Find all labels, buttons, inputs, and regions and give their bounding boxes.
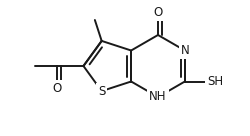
Text: O: O	[53, 81, 62, 95]
Text: N: N	[180, 44, 189, 57]
Text: O: O	[154, 7, 162, 19]
Text: NH: NH	[149, 90, 167, 103]
Text: SH: SH	[207, 75, 223, 88]
Text: S: S	[98, 85, 105, 98]
